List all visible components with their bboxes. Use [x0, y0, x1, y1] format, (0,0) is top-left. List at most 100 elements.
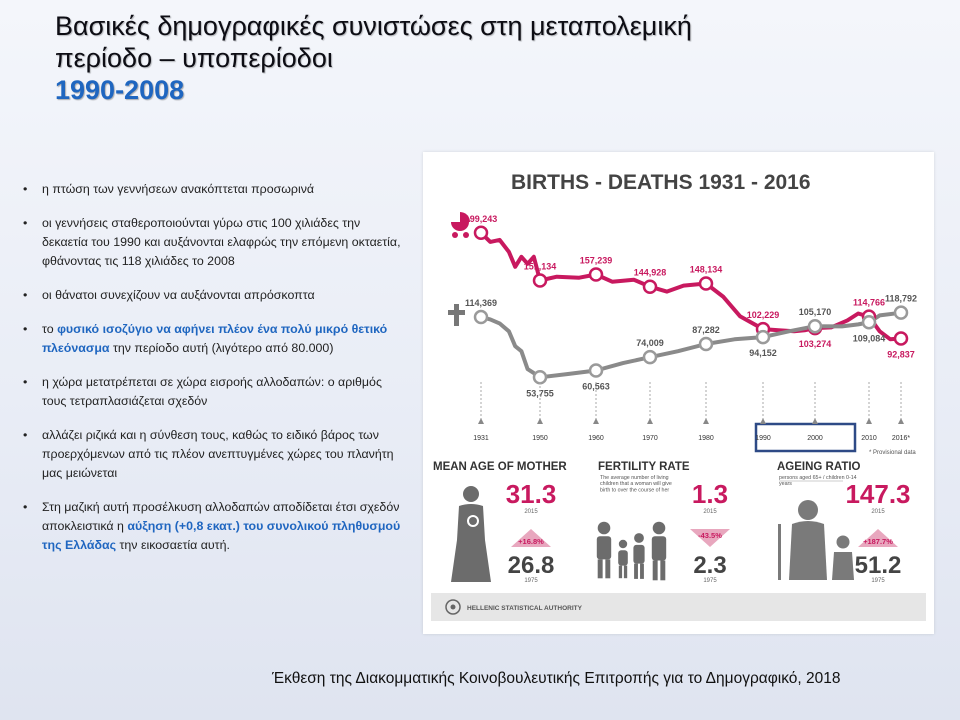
title-years: 1990-2008 — [55, 75, 185, 105]
births-point — [473, 225, 489, 241]
stat-now-value: 31.3 — [506, 479, 557, 509]
slide-title: Βασικές δημογραφικές συνιστώσες στη μετα… — [55, 10, 875, 106]
stat-subtitle: years — [779, 481, 792, 487]
x-tick-marker — [812, 418, 818, 424]
births-point — [588, 267, 604, 282]
title-line-2: περίοδο – υποπερίοδοι — [55, 43, 333, 73]
bullet-item: αλλάζει ριζικά και η σύνθεση τους, καθώς… — [18, 426, 403, 483]
x-tick-label: 1950 — [532, 435, 548, 442]
births-data-label: 114,766 — [853, 298, 885, 308]
deaths-data-label: 114,369 — [465, 298, 497, 308]
deaths-point — [588, 363, 604, 378]
stat-now-year: 2015 — [703, 509, 717, 515]
stat-now-value: 147.3 — [845, 479, 910, 509]
births-point — [532, 273, 548, 288]
deaths-point — [473, 309, 489, 325]
deaths-point — [893, 305, 909, 320]
bullet-text: οι θάνατοι συνεχίζουν να αυξάνονται απρό… — [42, 288, 315, 302]
bullet-text: αλλάζει ριζικά και η σύνθεση τους, καθώς… — [42, 428, 394, 480]
x-tick-marker — [898, 418, 904, 424]
x-tick-marker — [537, 418, 543, 424]
x-tick-label: 1931 — [473, 435, 489, 442]
deaths-data-label: 109,084 — [853, 333, 886, 343]
stat-title: MEAN AGE OF MOTHER — [433, 461, 567, 473]
stat-block-2: AGEING RATIO persons aged 65+ / children … — [777, 461, 911, 584]
bullet-text: το — [42, 322, 58, 336]
births-point — [642, 279, 658, 294]
baby-carriage-icon — [451, 212, 470, 238]
births-data-label: 102,229 — [747, 310, 780, 320]
bullet-text: η χώρα μετατρέπεται σε χώρα εισροής αλλο… — [42, 375, 382, 408]
bullet-text: οι γεννήσεις σταθεροποιούνται γύρω στις … — [42, 216, 401, 268]
x-tick-label: 1990 — [755, 435, 771, 442]
highlight-period-box — [754, 422, 857, 453]
bullet-text: Στη μαζική αυτή προσέλκυση αλλοδαπών απο… — [42, 500, 400, 533]
stat-subtitle: persons aged 65+ / children 0-14 — [779, 475, 857, 481]
mother-baby-icon — [451, 486, 491, 582]
deaths-data-label: 105,170 — [799, 307, 832, 317]
x-tick-marker — [478, 418, 484, 424]
bullet-item: η χώρα μετατρέπεται σε χώρα εισροής αλλο… — [18, 373, 403, 411]
births-data-label: 144,928 — [634, 268, 667, 278]
deaths-point — [807, 318, 823, 334]
title-line-1: Βασικές δημογραφικές συνιστώσες στη μετα… — [55, 11, 692, 41]
elstat-logo-icon — [445, 599, 461, 615]
stat-title: FERTILITY RATE — [598, 461, 690, 473]
births-data-label: 148,134 — [690, 265, 723, 275]
change-up-arrow — [858, 529, 898, 547]
stat-then-value: 51.2 — [855, 552, 902, 579]
stat-change: +187.7% — [863, 537, 893, 546]
x-tick-label: 1970 — [642, 435, 658, 442]
bullet-list: η πτώση των γεννήσεων ανακόπτεται προσωρ… — [18, 180, 403, 570]
stat-block-1: FERTILITY RATE The average number of livi… — [598, 461, 730, 584]
stat-now-value: 1.3 — [692, 479, 728, 509]
x-tick-marker — [593, 418, 599, 424]
births-line — [479, 230, 903, 342]
deaths-point — [532, 370, 548, 385]
deaths-point — [861, 315, 877, 330]
stat-then-year: 1975 — [871, 578, 885, 584]
stat-then-value: 26.8 — [508, 552, 555, 579]
x-tick-label: 2010 — [861, 435, 877, 442]
deaths-data-label: 94,152 — [749, 348, 777, 358]
deaths-point — [642, 349, 658, 365]
deaths-line — [479, 310, 903, 380]
x-tick-label: 1980 — [698, 435, 714, 442]
authority-name: HELLENIC STATISTICAL AUTHORITY — [467, 605, 583, 612]
infographic-title: BIRTHS - DEATHS 1931 - 2016 — [511, 171, 811, 194]
bullet-highlight: φυσικό ισοζύγιο να αφήνει πλέον ένα πολύ… — [42, 322, 388, 355]
births-data-label: 151,134 — [524, 262, 557, 272]
change-down-arrow — [690, 529, 730, 547]
x-tick-marker — [703, 418, 709, 424]
bullet-item: το φυσικό ισοζύγιο να αφήνει πλέον ένα π… — [18, 320, 403, 358]
births-data-label: 199,243 — [465, 214, 498, 224]
bullet-item: η πτώση των γεννήσεων ανακόπτεται προσωρ… — [18, 180, 403, 199]
cross-icon — [448, 304, 465, 326]
stat-subtitle: The average number of living — [600, 475, 669, 481]
bullet-text: την εικοσαετία αυτή. — [116, 538, 230, 552]
stat-then-year: 1975 — [524, 578, 538, 584]
deaths-data-label: 53,755 — [526, 388, 554, 398]
x-tick-label: 2000 — [807, 435, 823, 442]
stat-subtitle: children that a woman will give — [600, 481, 672, 487]
births-point — [893, 331, 909, 346]
bullet-item: Στη μαζική αυτή προσέλκυση αλλοδαπών απο… — [18, 498, 403, 555]
deaths-data-label: 74,009 — [636, 338, 664, 348]
change-up-arrow — [511, 529, 551, 547]
x-tick-marker — [760, 418, 766, 424]
x-tick-label: 1960 — [588, 435, 604, 442]
stat-now-year: 2015 — [871, 509, 885, 515]
deaths-point — [755, 329, 771, 345]
bullet-item: οι γεννήσεις σταθεροποιούνται γύρω στις … — [18, 214, 403, 271]
stat-subtitle: birth to over the course of her — [600, 487, 669, 493]
births-point — [698, 276, 714, 291]
stat-then-year: 1975 — [703, 578, 717, 584]
stat-change: +16.8% — [518, 537, 544, 546]
authority-bar — [431, 593, 926, 621]
deaths-point — [698, 336, 714, 352]
stat-change: -43.5% — [698, 531, 722, 540]
bullet-item: οι θάνατοι συνεχίζουν να αυξάνονται απρό… — [18, 286, 403, 305]
x-tick-marker — [866, 418, 872, 424]
bullet-text: την περίοδο αυτή (λιγότερο από 80.000) — [109, 341, 334, 355]
stat-then-value: 2.3 — [693, 552, 726, 579]
